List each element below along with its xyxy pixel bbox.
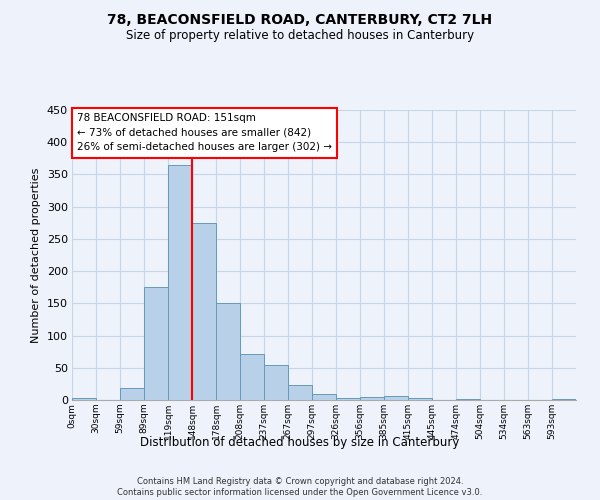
Bar <box>264 365 288 400</box>
Bar <box>120 388 144 400</box>
Text: Size of property relative to detached houses in Canterbury: Size of property relative to detached ho… <box>126 29 474 42</box>
Bar <box>216 304 240 400</box>
Bar <box>552 398 576 400</box>
Bar <box>408 398 432 400</box>
Bar <box>168 165 192 400</box>
Bar <box>240 354 264 400</box>
Bar <box>456 398 480 400</box>
Bar <box>360 397 384 400</box>
Text: 78 BEACONSFIELD ROAD: 151sqm
← 73% of detached houses are smaller (842)
26% of s: 78 BEACONSFIELD ROAD: 151sqm ← 73% of de… <box>77 113 332 152</box>
Bar <box>384 396 408 400</box>
Text: Contains public sector information licensed under the Open Government Licence v3: Contains public sector information licen… <box>118 488 482 497</box>
Text: Distribution of detached houses by size in Canterbury: Distribution of detached houses by size … <box>140 436 460 449</box>
Bar <box>336 398 360 400</box>
Bar <box>312 394 336 400</box>
Bar <box>72 398 96 400</box>
Y-axis label: Number of detached properties: Number of detached properties <box>31 168 41 342</box>
Text: Contains HM Land Registry data © Crown copyright and database right 2024.: Contains HM Land Registry data © Crown c… <box>137 476 463 486</box>
Text: 78, BEACONSFIELD ROAD, CANTERBURY, CT2 7LH: 78, BEACONSFIELD ROAD, CANTERBURY, CT2 7… <box>107 12 493 26</box>
Bar <box>288 385 312 400</box>
Bar <box>192 223 216 400</box>
Bar <box>144 287 168 400</box>
